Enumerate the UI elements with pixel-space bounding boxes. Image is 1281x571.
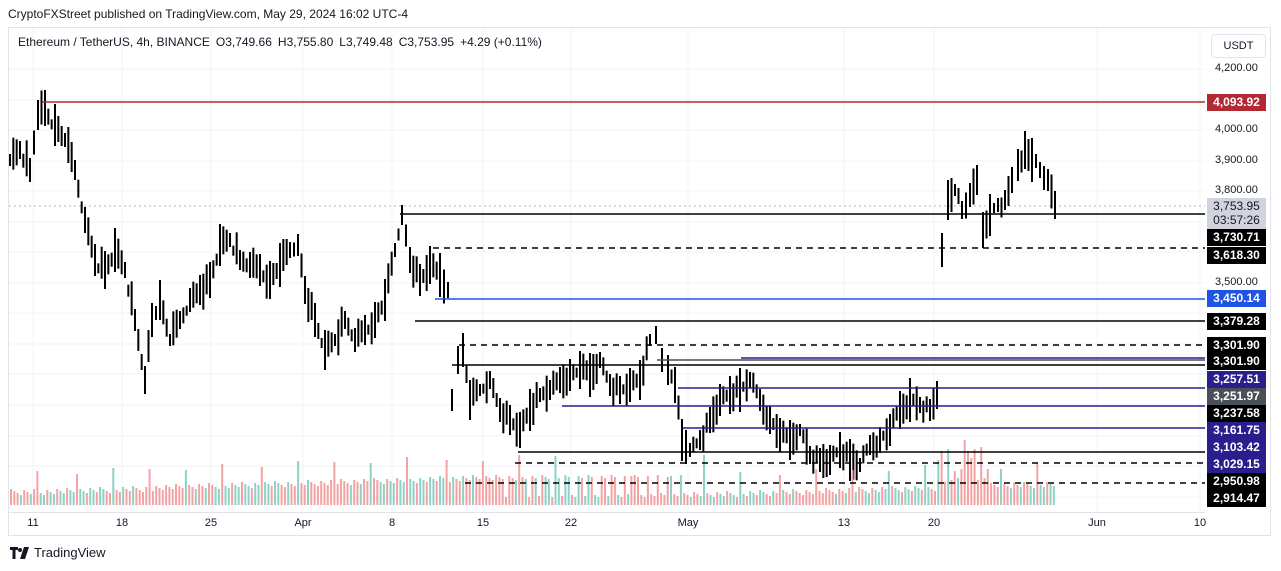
price-level-label: 3,103.42 bbox=[1207, 439, 1266, 456]
ohlc-change: +4.29 (+0.11%) bbox=[460, 35, 542, 49]
price-level-label: 3,301.90 bbox=[1207, 353, 1266, 370]
price-level-label: 3,730.71 bbox=[1207, 229, 1266, 246]
price-tick: 3,800.00 bbox=[1215, 184, 1258, 196]
price-level-label: 3,379.28 bbox=[1207, 313, 1266, 330]
price-level-label: 4,093.92 bbox=[1207, 94, 1266, 111]
tradingview-logo-icon bbox=[10, 546, 29, 559]
time-tick: 25 bbox=[204, 517, 218, 529]
time-tick: 18 bbox=[115, 517, 129, 529]
ohlc-high: H3,755.80 bbox=[277, 35, 334, 49]
time-tick: 11 bbox=[27, 517, 39, 529]
price-level-label: 3,029.15 bbox=[1207, 456, 1266, 473]
current-price: 3,753.95 bbox=[1213, 199, 1260, 213]
current-price-label: 3,753.95 03:57:26 bbox=[1207, 198, 1266, 229]
price-level-label: 3,257.51 bbox=[1207, 371, 1266, 388]
tradingview-brand: TradingView bbox=[34, 545, 106, 560]
chart-frame bbox=[8, 27, 1271, 536]
time-tick: 22 bbox=[564, 517, 578, 529]
time-tick: Jun bbox=[1088, 517, 1106, 529]
time-tick: 8 bbox=[388, 517, 396, 529]
price-level-label: 3,251.97 bbox=[1207, 388, 1266, 405]
ohlc-low: L3,749.48 bbox=[339, 35, 393, 49]
time-tick: May bbox=[677, 517, 699, 529]
price-tick: 3,900.00 bbox=[1215, 154, 1258, 166]
time-tick: 15 bbox=[476, 517, 490, 529]
price-level-label: 3,237.58 bbox=[1207, 405, 1266, 422]
price-tick: 4,200.00 bbox=[1215, 62, 1258, 74]
publication-line: CryptoFXStreet published on TradingView.… bbox=[8, 7, 408, 21]
price-level-label: 2,950.98 bbox=[1207, 473, 1266, 490]
symbol-legend: Ethereum / TetherUS, 4h, BINANCE O3,749.6… bbox=[18, 35, 548, 49]
price-level-label: 3,450.14 bbox=[1207, 290, 1266, 307]
price-level-label: 3,618.30 bbox=[1207, 247, 1266, 264]
price-level-label: 2,914.47 bbox=[1207, 490, 1266, 507]
price-tick: 3,500.00 bbox=[1215, 276, 1258, 288]
price-level-label: 3,161.75 bbox=[1207, 422, 1266, 439]
bar-countdown: 03:57:26 bbox=[1213, 213, 1260, 227]
ohlc-open: O3,749.66 bbox=[215, 35, 272, 49]
price-chart-svg bbox=[9, 28, 1205, 512]
price-tick: 4,000.00 bbox=[1215, 123, 1258, 135]
time-tick: 13 bbox=[837, 517, 851, 529]
ohlc-close: C3,753.95 bbox=[398, 35, 455, 49]
chart-plot-area[interactable] bbox=[9, 28, 1205, 512]
currency-button[interactable]: USDT bbox=[1211, 34, 1266, 58]
time-tick: Apr bbox=[294, 517, 312, 529]
symbol-info: Ethereum / TetherUS, 4h, BINANCE bbox=[18, 35, 210, 49]
time-tick: 10 bbox=[1193, 517, 1207, 529]
time-axis[interactable]: 11 18 25 Apr 8 15 22 May 13 20 Jun 10 bbox=[9, 512, 1207, 535]
time-tick: 20 bbox=[927, 517, 941, 529]
tradingview-footer[interactable]: TradingView bbox=[10, 545, 106, 560]
price-level-label: 3,301.90 bbox=[1207, 337, 1266, 354]
